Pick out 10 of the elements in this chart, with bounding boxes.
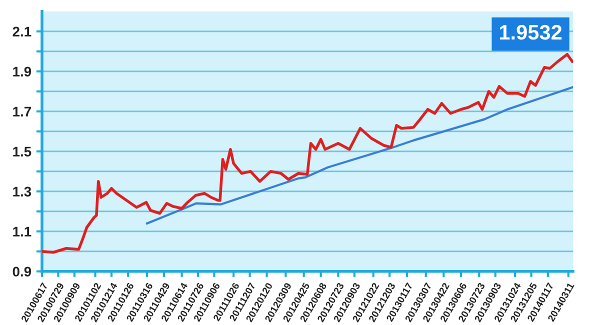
annotation: 1.9532: [500, 24, 562, 40]
y-tick-label: 1.1: [13, 226, 32, 236]
y-tick-label: 2.1: [12, 26, 32, 36]
y-tick-label: 0.9: [12, 266, 32, 277]
y-tick-label: 1.5: [13, 146, 32, 157]
y-tick-label: 1.9: [13, 66, 32, 77]
y-tick-label: 1.3: [13, 186, 32, 197]
y-tick-label: 1.7: [13, 106, 31, 116]
line-series: [146, 86, 573, 224]
line-series: [42, 52, 573, 254]
